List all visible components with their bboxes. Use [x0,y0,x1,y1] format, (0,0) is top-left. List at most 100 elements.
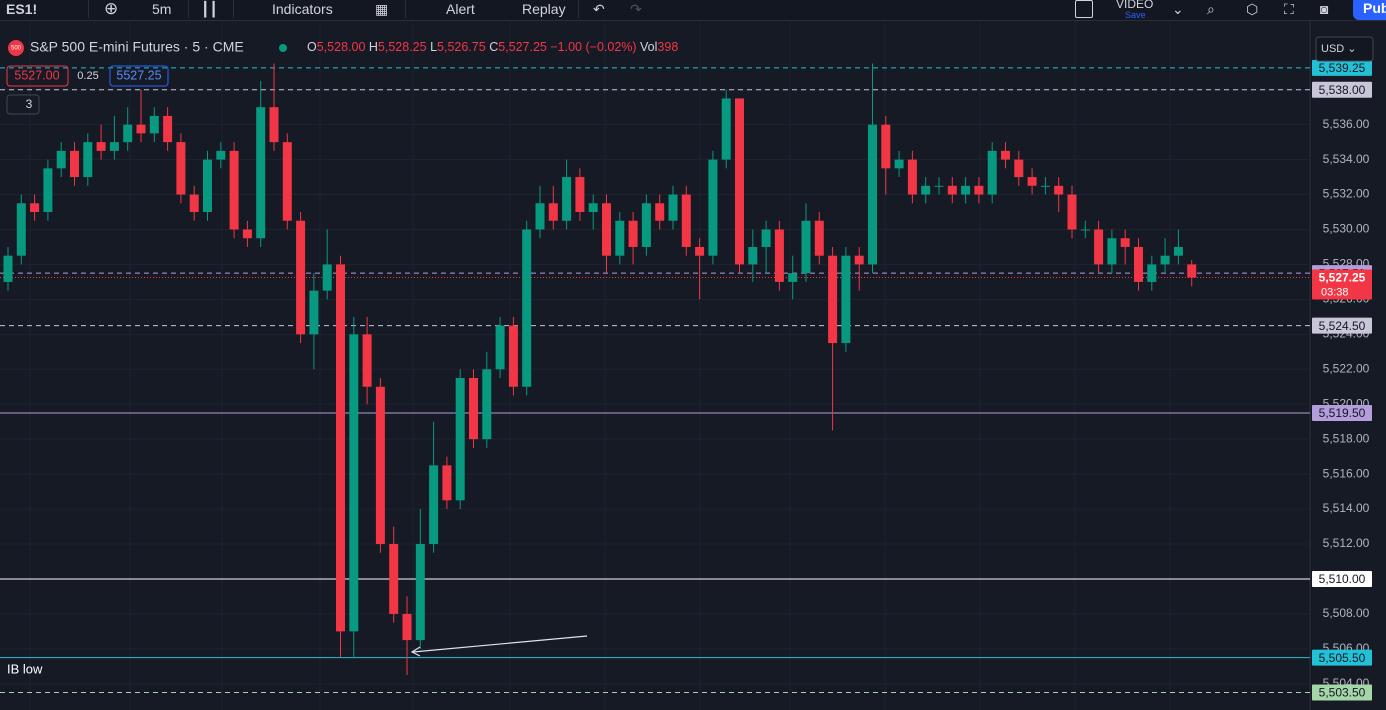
candle-body [495,325,505,370]
save[interactable]: Save [1125,10,1146,20]
candle-body [163,115,173,143]
candle-body [974,185,984,195]
layout-icon[interactable] [1075,0,1093,18]
candle-body [83,142,93,178]
candle-body [562,177,572,221]
candle-body [469,378,478,440]
candle-body [203,159,212,213]
candle-body [322,264,332,291]
candle-body [588,203,598,213]
h-value: 5,528.25 [378,40,427,54]
price-label-bg [1312,649,1372,666]
y-tick-label: 5,536.00 [1323,117,1370,131]
collapse-box[interactable] [6,94,40,115]
arrow-head [410,646,421,657]
search-icon[interactable]: ⌕ [1207,1,1215,17]
price-label-bg [1312,570,1372,587]
bid[interactable]: 5527.00 [14,68,59,82]
price-label-bg [1312,317,1372,334]
undo[interactable]: ↶ [593,1,605,17]
candle-body [176,142,186,195]
y-tick-label: 5,518.00 [1323,431,1370,445]
snapshot-icon[interactable]: ◙ [1320,1,1329,17]
currency-select[interactable] [1315,36,1374,62]
indicator-count[interactable]: 3 [26,97,33,111]
candle-body [3,255,13,282]
candle-body [136,124,146,134]
templates-icon[interactable]: ▦ [375,1,389,17]
ask-box[interactable] [109,65,169,87]
candle-body [1187,264,1197,278]
price-label-bg [1312,269,1372,300]
arrow [412,635,588,653]
fullscreen-icon[interactable]: ⛶ [1284,1,1294,17]
add-icon[interactable]: ⊕ [104,0,119,18]
candle-body [282,142,292,221]
candle-body [761,229,771,247]
candle-body [655,203,665,221]
candle-body [96,142,106,151]
symbol-title: S&P 500 E-mini Futures · 5 · CME [30,39,244,55]
l-label: L [430,40,437,54]
candle-body [296,220,306,335]
price-label-bg [1312,684,1372,701]
video[interactable]: VIDEO [1116,0,1154,11]
bid-box[interactable] [6,65,69,87]
candle-body [1080,229,1090,231]
currency[interactable]: USD ⌄ [1321,43,1357,55]
candle-body [987,150,997,195]
ask[interactable]: 5527.25 [116,68,161,82]
candle-body [628,220,638,247]
candle-body [30,203,40,213]
candle-body [482,369,492,440]
spread: 0.25 [77,70,98,82]
candle-body [1147,264,1157,282]
candle-body [881,124,891,169]
price-label: 5,503.50 [1319,686,1366,700]
alert[interactable]: Alert [446,1,475,17]
change: −1.00 (−0.02%) [550,40,636,54]
candle-body [1027,177,1037,186]
h-label: H [369,40,378,54]
replay[interactable]: Replay [522,1,566,17]
settings-icon[interactable]: ⬡ [1246,1,1259,17]
candle-body [1173,246,1183,256]
candle-body [429,465,439,545]
candle-icon[interactable]: ┃┃ [201,1,218,17]
status-dot [279,44,287,52]
candle-body [242,229,252,239]
y-tick-label: 5,532.00 [1323,187,1370,201]
candle-body [854,255,864,265]
candle-body [681,194,691,247]
candle-body [1094,229,1104,265]
publish[interactable]: Pub [1353,0,1386,20]
candle-body [708,159,718,256]
redo[interactable]: ↷ [630,1,642,17]
candle-body [1067,194,1077,230]
candle-body [1014,159,1024,178]
candle-body [641,203,651,247]
candle-body [362,334,372,387]
dropdown[interactable]: ⌄ [1172,1,1184,17]
o-label: O [307,40,317,54]
o-value: 5,528.00 [317,40,366,54]
candle-body [695,246,705,256]
interval[interactable]: 5m [152,1,172,17]
candle-body [522,229,532,387]
candle-body [668,194,678,221]
candle-body [16,203,26,256]
candle-body [349,334,359,632]
indicators[interactable]: Indicators [272,1,333,17]
price-label: 5,527.25 [1319,271,1366,285]
y-tick-label: 5,508.00 [1323,606,1370,620]
candle-body [602,203,611,256]
candle-body [535,203,545,230]
candle-body [415,544,425,641]
symbol[interactable]: ES1! [6,1,38,17]
vol-value: 398 [657,40,678,54]
price-label: 5,524.50 [1319,319,1366,333]
candle-body [841,255,851,344]
candle-body [947,185,957,195]
